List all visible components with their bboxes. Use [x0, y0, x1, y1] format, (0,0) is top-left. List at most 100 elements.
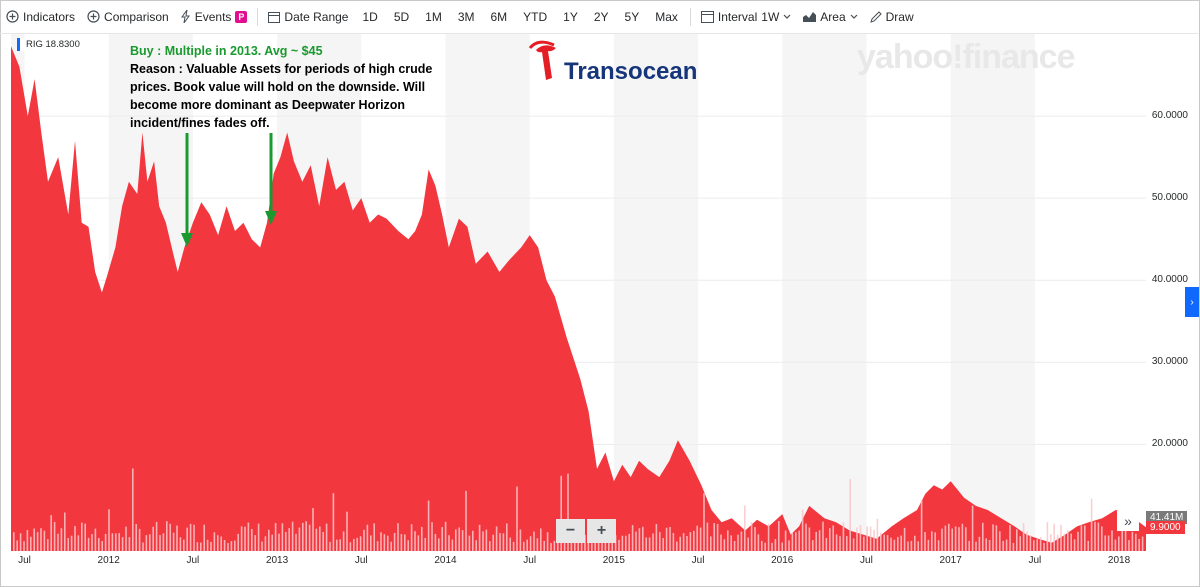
comparison-button[interactable]: Comparison [81, 0, 175, 33]
draw-button[interactable]: Draw [864, 0, 920, 33]
range-3m[interactable]: 3M [457, 9, 475, 24]
volume-bar [866, 526, 868, 551]
chart-type-dropdown[interactable]: Area [797, 0, 863, 33]
volume-bar [1019, 536, 1021, 551]
divider [689, 7, 691, 26]
volume-bar [94, 528, 97, 551]
indicators-button[interactable]: Indicators [0, 0, 81, 33]
volume-bar [767, 523, 770, 551]
range-1d[interactable]: 1D [362, 9, 378, 24]
volume-bar [1121, 527, 1123, 551]
volume-bar [482, 531, 484, 551]
price-label: 9.9000 [1146, 521, 1185, 534]
volume-bar [155, 521, 158, 551]
expand-range-button[interactable]: » [1117, 511, 1139, 531]
volume-bar [302, 522, 304, 551]
range-5y[interactable]: 5Y [624, 9, 640, 24]
volume-bar [254, 535, 256, 551]
y-tick-label: 40.0000 [1151, 274, 1188, 286]
volume-bar [815, 531, 817, 551]
range-1m[interactable]: 1M [425, 9, 442, 24]
volume-bar [19, 533, 22, 551]
volume-bar [145, 535, 148, 551]
volume-bar [305, 521, 307, 551]
volume-bars [13, 468, 1144, 551]
interval-dropdown[interactable]: Interval 1W [695, 0, 797, 33]
x-tick-label: Jul [1028, 555, 1042, 566]
volume-bar [948, 523, 950, 551]
volume-bar [210, 541, 212, 551]
volume-bar [1036, 539, 1038, 551]
volume-bar [87, 537, 90, 551]
volume-bar [448, 535, 450, 551]
chevron-down-icon [850, 14, 858, 19]
volume-bar [1005, 539, 1008, 551]
volume-bar [1118, 536, 1120, 551]
volume-bar [268, 529, 270, 551]
events-badge: P [235, 10, 248, 23]
volume-bar [672, 533, 675, 551]
volume-bar [540, 528, 542, 551]
volume-bar [431, 522, 433, 551]
volume-bar [298, 527, 301, 551]
volume-bar [757, 534, 760, 551]
volume-bar [954, 526, 957, 551]
range-5d[interactable]: 5D [393, 9, 410, 24]
volume-bar [727, 530, 729, 551]
volume-bar [495, 526, 498, 551]
zoom-in-button[interactable]: + [587, 519, 616, 543]
volume-bar [74, 525, 76, 551]
volume-bar [138, 528, 141, 551]
range-max[interactable]: Max [655, 9, 678, 24]
volume-bar [1090, 498, 1093, 551]
price-chart[interactable] [11, 34, 1146, 551]
volume-bar [441, 527, 443, 551]
shade-band [950, 34, 1035, 551]
volume-bar [438, 538, 440, 551]
zoom-out-button[interactable]: − [556, 519, 585, 543]
events-button[interactable]: Events P [175, 0, 254, 33]
volume-bar [1026, 531, 1028, 551]
volume-bar [23, 541, 25, 551]
volume-bar [475, 540, 477, 551]
volume-bar [213, 532, 216, 551]
volume-bar [1022, 523, 1025, 551]
volume-label: 41.41M [1146, 511, 1188, 524]
volume-bar [659, 532, 661, 551]
volume-bar [903, 527, 906, 551]
volume-bar [1087, 540, 1089, 551]
side-panel-toggle[interactable]: › [1185, 287, 1199, 317]
range-2y[interactable]: 2Y [593, 9, 609, 24]
volume-bar [812, 540, 814, 551]
volume-bar [665, 527, 668, 551]
volume-bar [961, 523, 964, 551]
interval-value: 1W [761, 9, 780, 24]
volume-bar [1063, 533, 1066, 551]
volume-bar [410, 524, 413, 551]
volume-bar [591, 539, 593, 551]
interval-icon [700, 10, 714, 23]
volume-bar [788, 540, 790, 551]
comparison-label: Comparison [104, 9, 169, 24]
volume-bar [543, 540, 545, 551]
range-6m[interactable]: 6M [490, 9, 508, 24]
volume-bar [308, 524, 311, 551]
y-tick-label: 20.0000 [1151, 438, 1188, 450]
volume-bar [1033, 540, 1035, 551]
volume-bar [393, 532, 396, 551]
volume-bar [70, 535, 73, 551]
volume-bar [764, 542, 766, 551]
volume-bar [237, 533, 239, 551]
volume-bar [536, 538, 539, 551]
date-range-button[interactable]: Date Range [262, 0, 354, 33]
range-1y[interactable]: 1Y [563, 9, 578, 24]
range-ytd[interactable]: YTD [523, 9, 548, 24]
volume-bar [723, 539, 726, 551]
volume-bar [274, 523, 277, 551]
x-tick-label: Jul [860, 555, 873, 566]
volume-bar [693, 530, 695, 551]
volume-bar [791, 532, 794, 551]
volume-bar [1012, 542, 1015, 551]
volume-bar [1101, 526, 1103, 551]
volume-bar [737, 534, 739, 551]
